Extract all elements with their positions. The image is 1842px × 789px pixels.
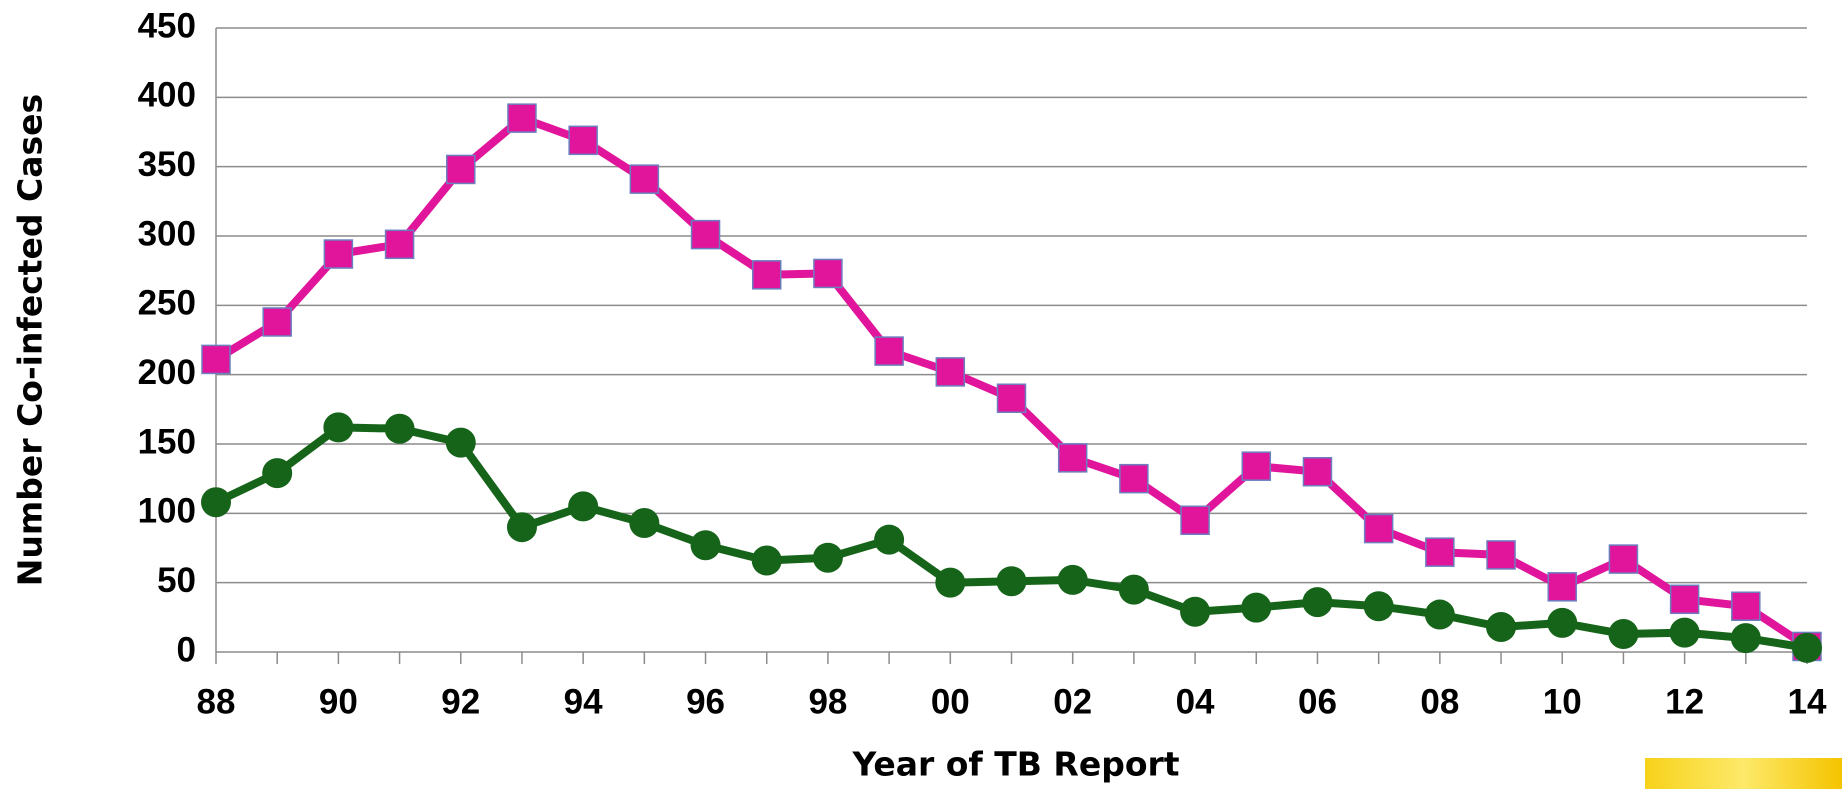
marker — [690, 219, 721, 250]
x-tick-label: 94 — [564, 682, 603, 721]
marker — [507, 103, 537, 133]
marker — [1669, 617, 1700, 648]
x-tick-label: 98 — [808, 682, 847, 721]
y-tick-label: 250 — [138, 284, 196, 323]
marker — [506, 512, 537, 543]
x-tick-label: 88 — [197, 682, 236, 721]
y-tick-label: 150 — [138, 422, 196, 461]
marker — [568, 125, 598, 156]
x-tick-label: 04 — [1176, 682, 1215, 721]
marker — [1547, 607, 1578, 638]
marker — [1363, 513, 1394, 544]
x-axis-label: Year of TB Report — [851, 745, 1179, 784]
x-tick-label: 14 — [1788, 682, 1827, 721]
x-tick-label: 06 — [1298, 682, 1337, 721]
x-tick-label: 00 — [931, 682, 970, 721]
marker — [201, 344, 231, 375]
marker — [323, 412, 354, 443]
marker — [262, 307, 292, 337]
marker — [1730, 623, 1761, 654]
marker — [1241, 592, 1272, 623]
marker — [996, 383, 1027, 413]
marker — [1119, 463, 1149, 494]
marker — [1486, 612, 1517, 643]
decoration — [1645, 758, 1842, 789]
y-tick-label: 0 — [177, 630, 196, 669]
marker — [629, 164, 660, 194]
marker — [751, 260, 782, 290]
marker — [568, 491, 599, 522]
marker — [1241, 451, 1272, 481]
marker — [1608, 618, 1639, 649]
marker — [1057, 443, 1088, 473]
marker — [935, 567, 966, 598]
marker — [323, 239, 354, 269]
marker — [1118, 574, 1149, 605]
marker — [1731, 591, 1761, 621]
y-axis-label: Number Co-infected Cases — [11, 94, 50, 586]
y-tick-label: 350 — [138, 145, 196, 184]
marker — [201, 487, 231, 518]
x-tick-label: 12 — [1665, 682, 1704, 721]
marker — [1547, 572, 1577, 602]
marker — [812, 542, 843, 573]
y-tick-label: 400 — [138, 76, 196, 115]
marker — [1669, 584, 1700, 615]
marker — [690, 530, 721, 561]
marker — [262, 458, 293, 489]
marker — [629, 508, 660, 539]
marker — [1057, 564, 1088, 595]
marker — [384, 413, 415, 444]
x-tick-label: 08 — [1420, 682, 1459, 721]
marker — [1180, 505, 1210, 536]
marker — [446, 154, 476, 185]
marker — [1792, 632, 1822, 663]
y-tick-label: 450 — [138, 6, 196, 45]
x-tick-label: 02 — [1053, 682, 1092, 721]
marker — [935, 357, 966, 387]
marker — [751, 545, 782, 576]
marker — [1363, 591, 1394, 622]
x-tick-label: 10 — [1543, 682, 1582, 721]
marker — [1180, 596, 1211, 627]
marker — [1608, 544, 1639, 574]
marker — [996, 566, 1027, 597]
marker — [1424, 599, 1455, 630]
y-tick-label: 50 — [157, 561, 196, 600]
y-tick-label: 200 — [138, 353, 196, 392]
marker — [874, 524, 905, 555]
y-tick-label: 100 — [138, 492, 196, 531]
marker — [384, 229, 415, 260]
marker — [874, 336, 904, 366]
marker — [1425, 537, 1455, 567]
marker — [1302, 456, 1333, 487]
marker — [445, 427, 476, 458]
y-tick-label: 300 — [138, 214, 196, 253]
x-tick-label: 90 — [319, 682, 358, 721]
x-tick-label: 96 — [686, 682, 725, 721]
marker — [1486, 540, 1516, 570]
x-tick-label: 92 — [441, 682, 480, 721]
marker — [813, 258, 843, 289]
marker — [1302, 587, 1333, 618]
